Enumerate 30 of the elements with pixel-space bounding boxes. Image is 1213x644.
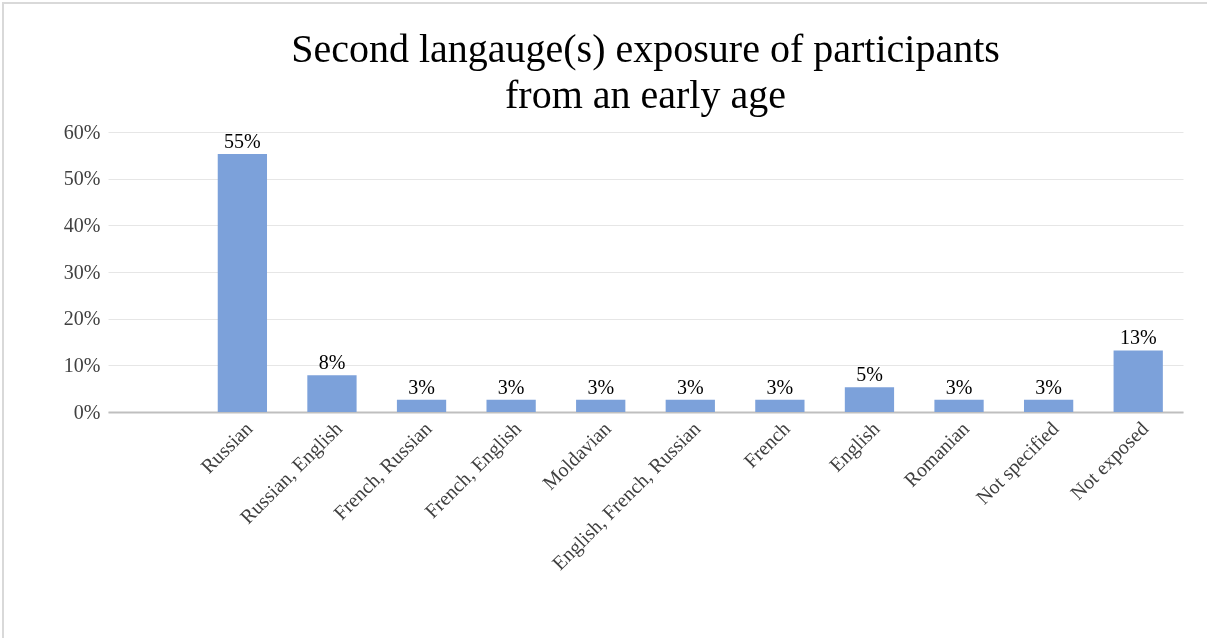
- y-tick-label: 60%: [63, 120, 101, 143]
- y-tick-label: 0%: [73, 400, 101, 423]
- y-tick-label: 10%: [63, 353, 101, 376]
- bar: [1113, 350, 1163, 412]
- y-tick-label: 40%: [63, 213, 101, 236]
- bar: [755, 399, 805, 412]
- bar: [1023, 399, 1074, 412]
- bar: [486, 399, 536, 412]
- data-label: 3%: [497, 375, 525, 398]
- data-label: 3%: [587, 375, 615, 398]
- bar: [844, 387, 895, 412]
- bar: [396, 399, 447, 412]
- y-tick-label: 50%: [63, 167, 101, 190]
- data-label: 3%: [676, 375, 704, 398]
- data-label: 55%: [224, 129, 261, 152]
- data-label: 13%: [1119, 326, 1157, 349]
- bar: [576, 399, 626, 412]
- data-label: 3%: [1035, 375, 1062, 398]
- data-label: 8%: [318, 351, 346, 374]
- bar: [934, 399, 984, 412]
- data-label: 3%: [945, 375, 973, 398]
- bar: [217, 153, 268, 412]
- data-label: 5%: [856, 363, 883, 386]
- y-tick-label: 30%: [63, 260, 101, 283]
- data-label: 3%: [408, 375, 435, 398]
- bar: [665, 399, 715, 412]
- chart-title: Second langauge(s) exposure of participants from an early age: [291, 26, 1000, 117]
- data-label: 3%: [766, 375, 794, 398]
- bar: [307, 375, 357, 412]
- y-tick-label: 20%: [63, 307, 101, 330]
